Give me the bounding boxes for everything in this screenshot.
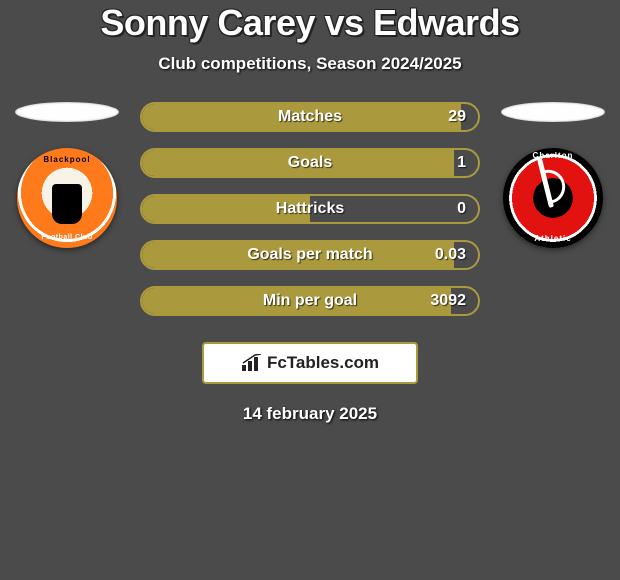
brand-text: FcTables.com: [267, 353, 379, 373]
stat-row: Hattricks 0: [140, 194, 480, 224]
stat-label: Matches: [278, 104, 342, 130]
right-club-sub: Athletic: [534, 235, 571, 244]
left-marker: [15, 102, 119, 122]
stat-row: Matches 29: [140, 102, 480, 132]
comparison-card: Sonny Carey vs Edwards Club competitions…: [0, 0, 620, 424]
brand-badge: FcTables.com: [202, 342, 418, 384]
subtitle: Club competitions, Season 2024/2025: [0, 54, 620, 74]
stat-value: 1: [457, 150, 466, 176]
stat-row: Goals 1: [140, 148, 480, 178]
left-club-badge: Blackpool Football Club: [17, 148, 117, 248]
stat-row: Goals per match 0.03: [140, 240, 480, 270]
right-side: Charlton Athletic: [498, 102, 608, 248]
right-marker: [501, 102, 605, 122]
right-club-name: Charlton: [533, 152, 574, 161]
bar-chart-icon: [241, 354, 263, 372]
stat-label: Goals per match: [247, 242, 372, 268]
stat-value: 0: [457, 196, 466, 222]
right-club-badge: Charlton Athletic: [503, 148, 603, 248]
left-club-name: Blackpool: [43, 156, 90, 165]
stat-value: 3092: [430, 288, 466, 314]
stat-value: 0.03: [435, 242, 466, 268]
stat-row: Min per goal 3092: [140, 286, 480, 316]
main-row: Blackpool Football Club Matches 29 Goals…: [0, 102, 620, 316]
date-text: 14 february 2025: [0, 404, 620, 424]
left-side: Blackpool Football Club: [12, 102, 122, 248]
stats-bars: Matches 29 Goals 1 Hattricks 0 Goals per…: [140, 102, 480, 316]
stat-label: Min per goal: [263, 288, 357, 314]
stat-label: Goals: [288, 150, 332, 176]
stat-value: 29: [448, 104, 466, 130]
left-club-sub: Football Club: [41, 234, 92, 242]
page-title: Sonny Carey vs Edwards: [0, 2, 620, 44]
stat-label: Hattricks: [276, 196, 344, 222]
